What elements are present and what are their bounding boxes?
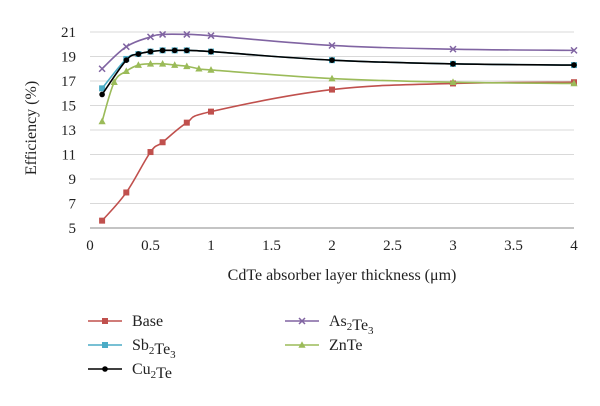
legend-item-sb2te3: Sb2Te3 bbox=[88, 337, 176, 361]
data-point-as2te3 bbox=[449, 45, 457, 53]
y-tick-label: 11 bbox=[62, 148, 76, 164]
y-tick-label: 21 bbox=[61, 25, 76, 41]
data-point-as2te3-stroke bbox=[328, 41, 336, 50]
data-point-znte bbox=[122, 67, 130, 74]
legend-label-cu2te: Cu2Te bbox=[132, 361, 172, 382]
y-tick-label: 7 bbox=[69, 197, 77, 213]
legend-label-base: Base bbox=[132, 313, 163, 330]
data-point-cu2te bbox=[147, 48, 154, 55]
data-point-as2te3 bbox=[183, 30, 191, 38]
data-point-znte bbox=[159, 60, 167, 67]
y-tick-label: 13 bbox=[61, 123, 76, 139]
x-tick-label: 3 bbox=[449, 238, 457, 254]
data-point-as2te3-stroke bbox=[146, 33, 155, 41]
x-tick-label: 0 bbox=[86, 238, 94, 254]
data-point-as2te3 bbox=[328, 41, 336, 50]
legend: Base As2Te3 Sb2Te3 ZnTe Cu2Te bbox=[88, 313, 374, 382]
y-tick-label: 5 bbox=[69, 221, 77, 237]
data-point-base bbox=[159, 139, 166, 146]
data-point-cu2te bbox=[159, 47, 166, 54]
series-cu2te bbox=[99, 47, 577, 98]
x-tick-label: 3.5 bbox=[504, 238, 523, 254]
data-point-base bbox=[208, 108, 214, 115]
data-point-znte bbox=[183, 62, 191, 70]
series-line-as2te3 bbox=[101, 33, 575, 70]
x-tick-labels: 0 0.5 1 1.5 2 2.5 3 3.5 4 bbox=[86, 238, 578, 254]
data-point-znte bbox=[570, 79, 578, 87]
data-point-znte bbox=[207, 66, 215, 73]
data-point-as2te3-stroke bbox=[183, 30, 191, 38]
x-tick-label: 4 bbox=[570, 238, 578, 254]
x-tick-label: 1.5 bbox=[262, 238, 281, 254]
data-point-znte bbox=[110, 78, 118, 86]
data-point-as2te3 bbox=[159, 30, 167, 38]
data-point-cu2te bbox=[99, 91, 105, 98]
data-point-sb2te3 bbox=[99, 85, 106, 92]
legend-item-as2te3: As2Te3 bbox=[285, 313, 374, 337]
data-point-as2te3-stroke bbox=[449, 45, 457, 53]
series-znte bbox=[98, 60, 578, 125]
y-axis-title: Efficiency (%) bbox=[23, 81, 40, 175]
data-point-base bbox=[329, 86, 335, 93]
series-line-znte bbox=[101, 62, 575, 122]
data-point-znte bbox=[134, 61, 142, 68]
legend-label-as2te3: As2Te3 bbox=[329, 313, 374, 337]
data-point-as2te3-stroke bbox=[159, 30, 167, 38]
data-point-cu2te bbox=[450, 61, 456, 67]
data-point-base bbox=[183, 119, 190, 126]
data-point-znte bbox=[171, 61, 179, 68]
y-tick-label: 9 bbox=[69, 172, 77, 188]
data-point-znte bbox=[328, 74, 336, 82]
data-point-base bbox=[99, 217, 106, 224]
data-point-znte bbox=[98, 117, 106, 125]
data-point-cu2te bbox=[184, 47, 190, 54]
legend-label-znte: ZnTe bbox=[329, 337, 363, 354]
data-point-as2te3-stroke bbox=[207, 32, 215, 40]
data-point-cu2te bbox=[571, 62, 577, 68]
legend-marker-znte bbox=[298, 341, 306, 348]
data-point-znte bbox=[195, 64, 203, 72]
legend-item-cu2te: Cu2Te bbox=[88, 361, 172, 382]
data-point-as2te3-stroke bbox=[570, 46, 578, 54]
data-point-base bbox=[123, 189, 130, 196]
legend-marker-cu2te bbox=[102, 366, 108, 372]
x-tick-label: 1 bbox=[207, 238, 215, 254]
data-point-as2te3-stroke bbox=[98, 65, 106, 73]
legend-label-sb2te3: Sb2Te3 bbox=[132, 337, 176, 361]
y-tick-label: 17 bbox=[61, 74, 77, 90]
data-point-as2te3 bbox=[570, 46, 578, 54]
series-lines bbox=[98, 30, 578, 224]
data-point-cu2te bbox=[135, 51, 142, 57]
data-point-as2te3 bbox=[146, 33, 155, 41]
y-tick-label: 15 bbox=[61, 99, 76, 115]
data-point-as2te3 bbox=[207, 32, 215, 40]
legend-marker-as2te3-stroke bbox=[298, 317, 306, 325]
series-sb2te3 bbox=[99, 47, 577, 92]
legend-item-base: Base bbox=[88, 313, 163, 330]
data-point-cu2te bbox=[171, 47, 178, 54]
data-point-as2te3 bbox=[98, 65, 106, 73]
series-line-base bbox=[101, 81, 575, 222]
data-point-base bbox=[147, 149, 154, 156]
legend-item-znte: ZnTe bbox=[285, 337, 363, 354]
data-point-as2te3 bbox=[122, 43, 130, 51]
x-axis-title: CdTe absorber layer thickness (μm) bbox=[228, 267, 457, 284]
legend-marker-base bbox=[102, 318, 108, 324]
x-tick-label: 2 bbox=[328, 238, 336, 254]
data-point-as2te3-stroke bbox=[122, 43, 130, 51]
y-tick-labels: 5 7 9 11 13 15 17 19 21 bbox=[61, 25, 77, 237]
data-point-znte bbox=[449, 78, 457, 86]
series-as2te3 bbox=[98, 30, 578, 73]
data-point-cu2te bbox=[123, 57, 130, 63]
y-tick-label: 19 bbox=[61, 50, 76, 66]
series-base bbox=[99, 79, 577, 224]
data-point-cu2te bbox=[208, 48, 214, 55]
legend-marker-as2te3 bbox=[298, 317, 306, 325]
legend-marker-sb2te3 bbox=[102, 342, 108, 348]
data-point-znte bbox=[146, 60, 155, 67]
x-tick-label: 2.5 bbox=[383, 238, 402, 254]
data-point-cu2te bbox=[329, 57, 335, 63]
x-tick-label: 0.5 bbox=[141, 238, 160, 254]
